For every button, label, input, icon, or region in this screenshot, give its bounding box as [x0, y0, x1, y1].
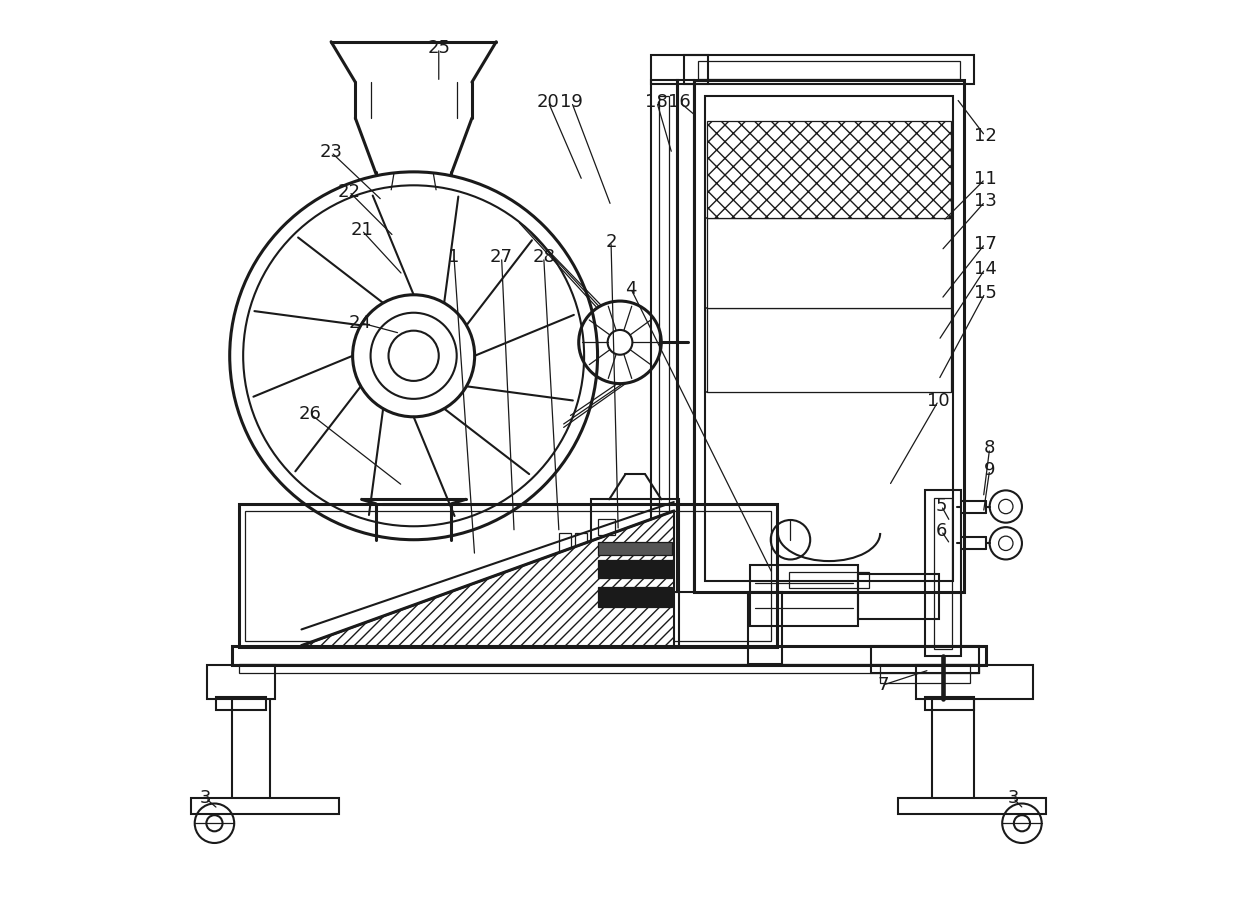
Text: 15: 15 [973, 284, 997, 302]
Bar [916, 665, 1033, 699]
Bar [651, 80, 678, 592]
Bar [232, 645, 986, 665]
Text: 19: 19 [560, 93, 583, 111]
Text: 14: 14 [973, 260, 997, 278]
Bar [750, 565, 858, 626]
Bar [698, 60, 960, 78]
Text: 5: 5 [935, 497, 947, 515]
Bar [591, 500, 680, 647]
Text: 28: 28 [532, 248, 556, 266]
Bar [683, 55, 975, 84]
Text: 3: 3 [200, 789, 211, 807]
Bar [238, 663, 978, 672]
Text: 13: 13 [973, 193, 997, 211]
Text: 4: 4 [625, 280, 636, 298]
Text: 25: 25 [428, 39, 450, 57]
Text: 6: 6 [935, 522, 947, 540]
Bar [789, 572, 869, 589]
Bar [934, 498, 952, 649]
Bar [748, 592, 782, 663]
Bar [599, 561, 672, 579]
Text: 11: 11 [973, 170, 997, 188]
Bar [599, 543, 672, 555]
Bar [880, 665, 970, 683]
Text: 18: 18 [645, 93, 668, 111]
Text: 3: 3 [1007, 789, 1019, 807]
Text: 12: 12 [973, 127, 997, 145]
Bar [707, 308, 951, 392]
Text: 7: 7 [877, 676, 889, 694]
Text: 16: 16 [668, 93, 691, 111]
Bar [694, 80, 963, 592]
Bar [925, 491, 961, 656]
Bar [706, 96, 952, 581]
Text: 9: 9 [983, 461, 996, 479]
Bar [898, 798, 1047, 814]
Text: 22: 22 [337, 183, 361, 201]
Bar [925, 697, 975, 710]
Bar [238, 504, 777, 647]
Bar [246, 511, 771, 641]
Text: 1: 1 [449, 248, 460, 266]
Text: 26: 26 [299, 405, 322, 423]
Text: 10: 10 [928, 392, 950, 410]
Text: 17: 17 [973, 235, 997, 253]
Text: 24: 24 [348, 313, 371, 331]
Bar [216, 697, 265, 710]
Bar [207, 665, 274, 699]
Bar [559, 533, 570, 556]
Text: 2: 2 [605, 233, 616, 251]
Text: 20: 20 [537, 93, 559, 111]
Text: 23: 23 [320, 143, 342, 161]
Bar [707, 219, 951, 308]
Bar [599, 588, 672, 607]
Bar [707, 122, 951, 219]
Bar [677, 80, 694, 592]
Text: 21: 21 [350, 221, 373, 239]
Text: 8: 8 [985, 439, 996, 457]
Text: 27: 27 [490, 248, 513, 266]
Bar [658, 96, 670, 576]
Bar [191, 798, 340, 814]
Bar [575, 533, 587, 556]
Bar [872, 645, 978, 672]
Bar [599, 519, 615, 536]
Bar [858, 574, 939, 618]
Bar [651, 55, 708, 84]
Polygon shape [301, 511, 673, 645]
